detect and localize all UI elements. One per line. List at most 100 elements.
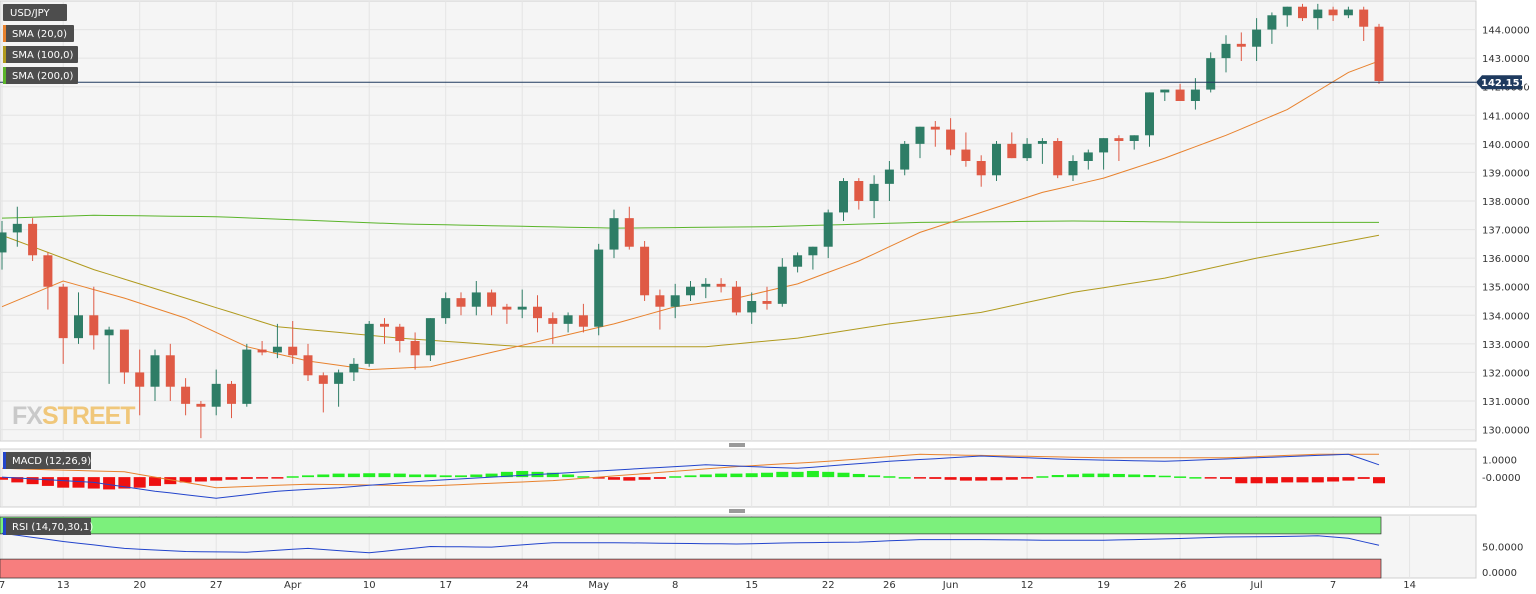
candle-body: [150, 355, 160, 387]
candle-body: [89, 315, 99, 336]
candle-body: [533, 306, 542, 319]
candle-body: [1145, 92, 1154, 136]
candle-body: [12, 223, 22, 233]
macd-histogram-bar: [1051, 475, 1064, 478]
candle-body: [364, 323, 374, 364]
candle-body: [104, 329, 114, 336]
macd-histogram-bar: [347, 473, 360, 478]
macd-histogram-bar: [638, 477, 651, 480]
macd-histogram-bar: [1143, 475, 1156, 478]
macd-histogram-bar: [1005, 477, 1018, 480]
macd-histogram-bar: [210, 477, 223, 481]
price-axis-tick-label: 136.0000: [1482, 254, 1530, 265]
rsi-axis-tick-label: 50.0000: [1482, 543, 1523, 554]
rsi-line: [1, 532, 1380, 554]
macd-histogram-bar: [149, 477, 161, 486]
candle-body: [43, 255, 53, 287]
candle-body: [318, 375, 328, 384]
macd-histogram-bar: [286, 476, 299, 478]
candle-body: [701, 283, 711, 287]
candle-body: [1267, 15, 1277, 30]
macd-histogram-bar: [439, 475, 452, 478]
time-axis-tick-label: 13: [57, 580, 70, 591]
macd-histogram-bar: [837, 472, 850, 478]
legend-sma100-label: SMA (100,0): [12, 50, 74, 61]
rsi-axis-tick-label: 0.0000: [1482, 568, 1517, 579]
macd-histogram-bar: [959, 477, 972, 481]
candle-body: [1359, 9, 1369, 27]
macd-histogram-bar: [898, 477, 911, 479]
candle-body: [578, 315, 588, 327]
candle-body: [1282, 6, 1292, 16]
macd-histogram-bar: [761, 472, 773, 478]
time-axis-tick-label: 27: [210, 580, 223, 591]
price-axis-tick-label: 132.0000: [1482, 368, 1530, 379]
legend-rsi-box: [3, 518, 91, 535]
watermark-part: FX: [12, 402, 43, 430]
macd-histogram-bar: [194, 477, 207, 482]
macd-histogram-bar: [1296, 477, 1309, 483]
macd-histogram-bar: [1097, 473, 1110, 478]
macd-histogram-bar: [332, 473, 345, 478]
macd-histogram-bar: [699, 474, 712, 478]
candle-body: [471, 292, 481, 307]
candle-body: [1313, 9, 1323, 19]
time-axis-tick-label: 12: [1021, 580, 1034, 591]
current-price-marker: [1476, 75, 1522, 90]
price-axis-tick-label: 138.0000: [1482, 197, 1530, 208]
candle-body: [762, 301, 772, 304]
legend-symbol-label: USD/JPY: [10, 8, 50, 19]
current-price-label: 142.1570: [1481, 78, 1534, 89]
legend-sma100-swatch: [3, 46, 6, 63]
candle-body: [716, 283, 726, 287]
macd-histogram-bar: [1220, 477, 1232, 479]
candle-body: [28, 223, 38, 256]
macd-histogram-bar: [1067, 474, 1079, 478]
fxstreet-watermark: FXSTREET: [12, 402, 135, 430]
macd-histogram-bar: [302, 475, 314, 478]
macd-histogram-bar: [225, 477, 238, 480]
candle-body: [502, 306, 512, 310]
time-axis-tick-label: May: [588, 580, 609, 591]
panel-splitter-handle: [729, 509, 745, 513]
macd-histogram-bar: [516, 470, 529, 478]
price-axis-tick-label: 140.0000: [1482, 140, 1530, 151]
macd-axis-tick-label: 1.0000: [1482, 456, 1517, 467]
macd-histogram-bar: [256, 477, 269, 479]
candle-body: [227, 383, 236, 404]
candle-body: [165, 355, 175, 387]
macd-histogram-bar: [577, 476, 590, 478]
macd-histogram-bar: [562, 474, 575, 478]
candle-body: [487, 292, 497, 307]
candle-body: [288, 346, 298, 356]
candle-body: [242, 349, 252, 404]
candle-body: [119, 329, 129, 373]
candle-body: [670, 295, 680, 307]
candle-body: [624, 218, 634, 247]
candle-body: [976, 161, 986, 176]
legend-rsi-label: RSI (14,70,30,1): [12, 522, 93, 533]
candle-body: [839, 181, 848, 213]
macd-histogram-bar: [41, 477, 54, 486]
macd-histogram-bar: [1373, 477, 1385, 484]
macd-histogram-bar: [1021, 477, 1034, 479]
time-axis-tick-label: 19: [1097, 580, 1110, 591]
macd-histogram-bar: [822, 471, 835, 478]
macd-histogram-bar: [806, 470, 819, 478]
macd-histogram-bar: [546, 472, 559, 478]
candle-body: [349, 363, 359, 373]
candle-body: [441, 298, 451, 319]
macd-histogram-bar: [776, 471, 789, 478]
macd-histogram-bar: [393, 473, 406, 478]
candle-body: [181, 386, 191, 404]
candle-body: [1190, 89, 1200, 101]
candle-body: [272, 346, 282, 353]
legend-sma100-box: [3, 46, 78, 63]
macd-histogram-bar: [1281, 477, 1294, 483]
price-axis-tick-label: 133.0000: [1482, 340, 1530, 351]
macd-histogram-bar: [653, 477, 666, 479]
macd-histogram-bar: [271, 477, 284, 479]
macd-histogram-bar: [1082, 473, 1095, 478]
candle-body: [1374, 26, 1384, 81]
